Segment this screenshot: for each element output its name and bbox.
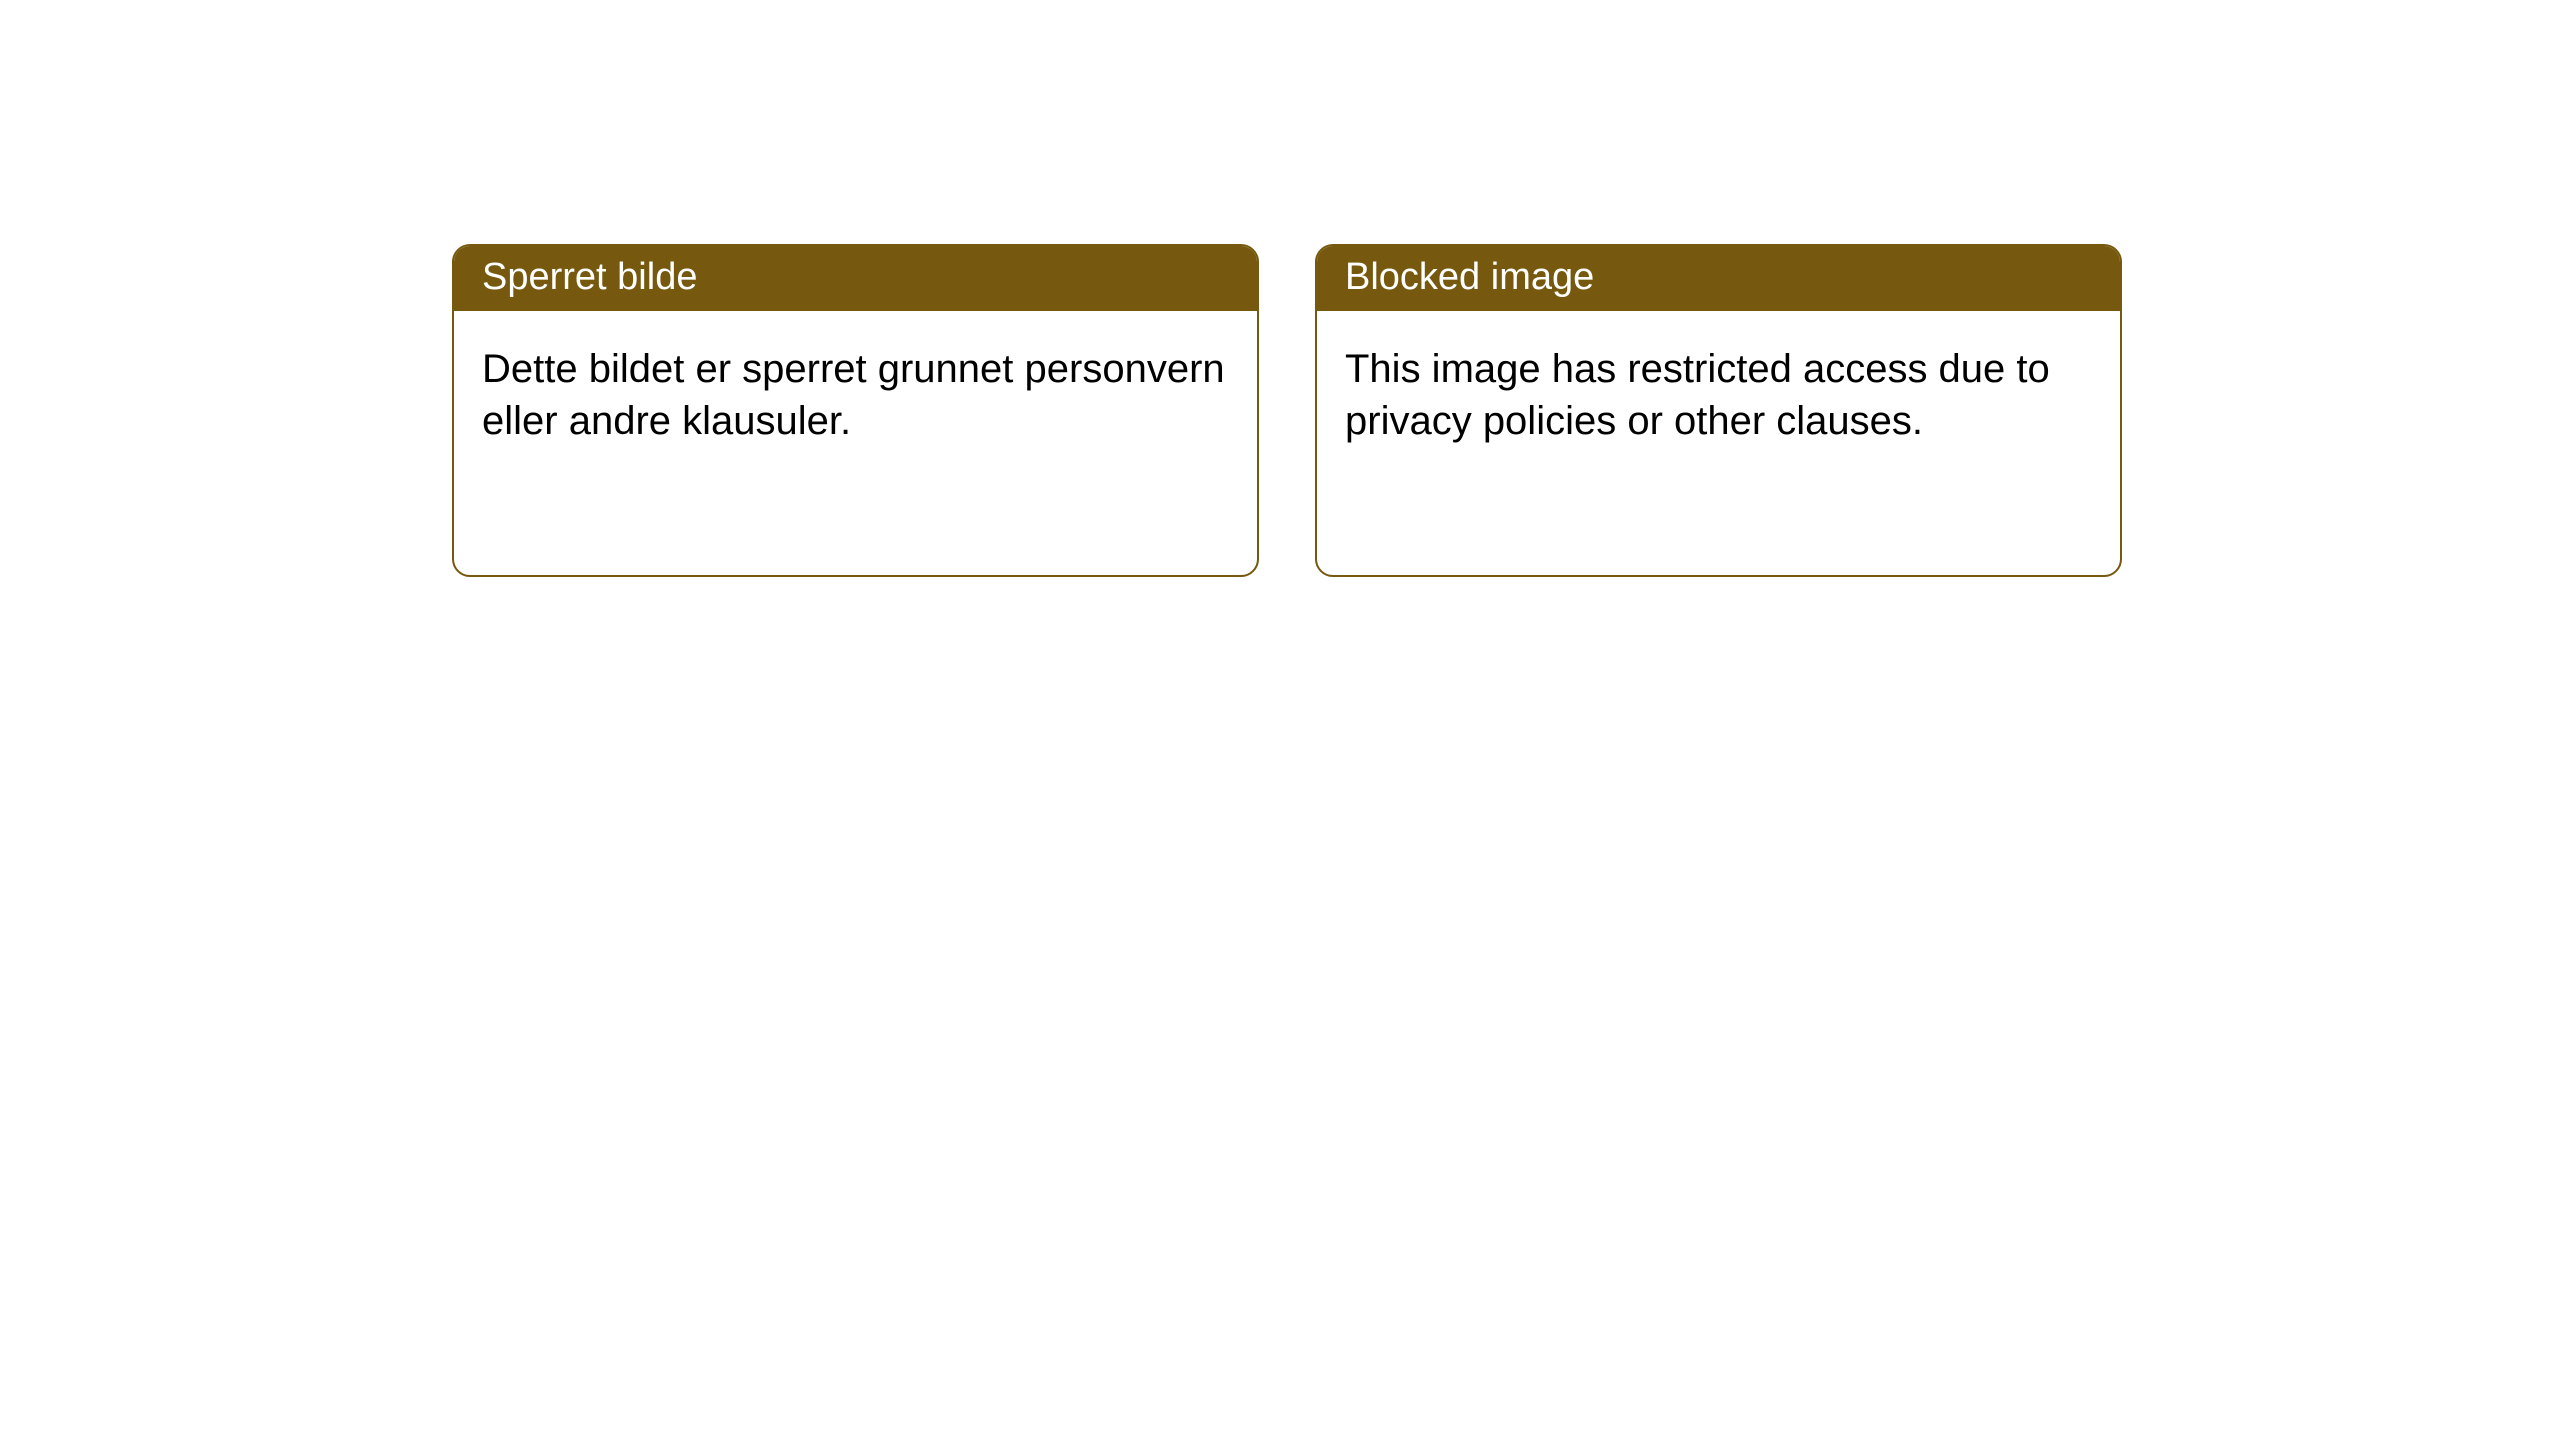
notice-header: Sperret bilde: [454, 246, 1257, 311]
notice-body-text: This image has restricted access due to …: [1345, 347, 2050, 443]
notice-body: Dette bildet er sperret grunnet personve…: [454, 311, 1257, 575]
notice-header: Blocked image: [1317, 246, 2120, 311]
notice-body: This image has restricted access due to …: [1317, 311, 2120, 575]
notice-title: Sperret bilde: [482, 256, 697, 298]
notice-title: Blocked image: [1345, 256, 1594, 298]
notice-container: Sperret bilde Dette bildet er sperret gr…: [0, 0, 2560, 577]
notice-body-text: Dette bildet er sperret grunnet personve…: [482, 347, 1225, 443]
notice-card-norwegian: Sperret bilde Dette bildet er sperret gr…: [452, 244, 1259, 577]
notice-card-english: Blocked image This image has restricted …: [1315, 244, 2122, 577]
